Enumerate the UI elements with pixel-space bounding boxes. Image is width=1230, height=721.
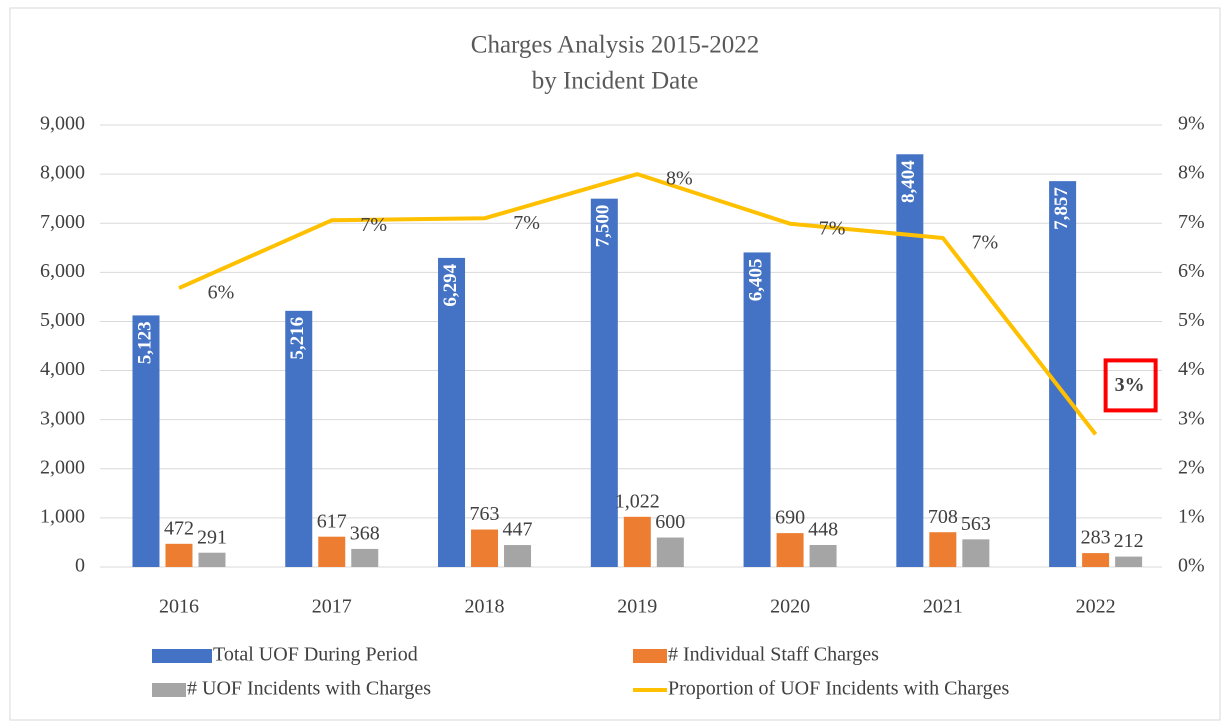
x-tick-label: 2020 xyxy=(770,596,810,618)
line-value-label: 7% xyxy=(819,217,846,239)
bar xyxy=(132,315,160,567)
chart-subtitle: by Incident Date xyxy=(532,68,699,95)
y-tick-label: 8,000 xyxy=(40,162,85,184)
legend-swatch xyxy=(633,649,667,663)
legend-label: Proportion of UOF Incidents with Charges xyxy=(668,678,1009,700)
y-tick-label: 6,000 xyxy=(40,260,85,282)
bar-value-label: 690 xyxy=(775,507,805,529)
line-value-label: 7% xyxy=(360,214,387,236)
line-value-label: 7% xyxy=(972,232,999,254)
line-value-label: 7% xyxy=(513,212,540,234)
bar-value-label: 5,123 xyxy=(134,321,155,364)
bar-value-label: 708 xyxy=(928,506,958,528)
y2-tick-label: 2% xyxy=(1178,456,1205,478)
bar xyxy=(743,252,771,567)
bar xyxy=(1049,181,1077,567)
bar-value-label: 447 xyxy=(503,519,533,541)
bar xyxy=(623,516,651,567)
y2-tick-label: 8% xyxy=(1178,162,1205,184)
y-tick-label: 2,000 xyxy=(40,456,85,478)
legend-label: Total UOF During Period xyxy=(213,644,418,666)
bar xyxy=(929,532,957,567)
bar xyxy=(896,154,924,568)
y-tick-label: 9,000 xyxy=(40,113,85,135)
y-tick-label: 1,000 xyxy=(40,505,85,527)
bar-value-label: 283 xyxy=(1081,527,1111,549)
y2-tick-label: 9% xyxy=(1178,113,1205,135)
x-tick-label: 2018 xyxy=(465,596,505,618)
y2-tick-label: 5% xyxy=(1178,309,1205,331)
line-value-label: 3% xyxy=(1115,374,1145,396)
bar-value-label: 472 xyxy=(164,517,194,539)
y-tick-label: 7,000 xyxy=(40,211,85,233)
bar xyxy=(1082,553,1110,567)
x-tick-label: 2017 xyxy=(312,596,352,618)
legend-swatch xyxy=(152,649,212,663)
y-tick-label: 5,000 xyxy=(40,309,85,331)
y2-tick-label: 3% xyxy=(1178,407,1205,429)
legend-label: # Individual Staff Charges xyxy=(668,644,879,666)
x-tick-label: 2021 xyxy=(923,596,963,618)
y-tick-label: 4,000 xyxy=(40,358,85,380)
y2-tick-label: 4% xyxy=(1178,358,1205,380)
bar xyxy=(809,544,837,567)
bar xyxy=(165,543,193,567)
bar xyxy=(318,536,346,567)
x-tick-label: 2019 xyxy=(617,596,657,618)
bar xyxy=(198,552,226,567)
bar-value-label: 368 xyxy=(350,523,380,545)
bar-value-label: 6,405 xyxy=(745,258,766,301)
bar-value-label: 7,857 xyxy=(1051,187,1072,230)
bar-value-label: 5,216 xyxy=(287,317,308,360)
line-value-label: 8% xyxy=(666,168,693,190)
y2-tick-label: 6% xyxy=(1178,260,1205,282)
bar-value-label: 8,404 xyxy=(898,160,919,203)
y-tick-label: 0 xyxy=(75,555,85,577)
legend-label: # UOF Incidents with Charges xyxy=(187,678,431,700)
y2-tick-label: 1% xyxy=(1178,505,1205,527)
bar xyxy=(656,537,684,567)
bar xyxy=(776,533,804,567)
line-series xyxy=(178,172,1098,436)
bar xyxy=(285,310,313,567)
bar-value-label: 1,022 xyxy=(615,490,660,512)
bar-value-label: 7,500 xyxy=(593,205,614,248)
bar-value-label: 617 xyxy=(317,510,347,532)
legend-swatch xyxy=(152,683,186,697)
bar xyxy=(1115,556,1143,567)
x-tick-label: 2016 xyxy=(159,596,199,618)
bar xyxy=(504,545,532,567)
bar-value-label: 563 xyxy=(961,513,991,535)
x-tick-label: 2022 xyxy=(1076,596,1116,618)
bar xyxy=(351,548,379,567)
y-tick-label: 3,000 xyxy=(40,407,85,429)
bar-value-label: 763 xyxy=(470,503,500,525)
y2-tick-label: 0% xyxy=(1178,555,1205,577)
bar-value-label: 6,294 xyxy=(440,263,461,306)
bar xyxy=(471,529,499,567)
bar-value-label: 600 xyxy=(655,511,685,533)
highlight-box xyxy=(1103,358,1158,413)
bar-value-label: 448 xyxy=(808,519,838,541)
bar-value-label: 291 xyxy=(197,526,227,548)
chart-title: Charges Analysis 2015-2022 xyxy=(471,32,759,59)
y2-tick-label: 7% xyxy=(1178,211,1205,233)
bar xyxy=(438,257,466,567)
line-value-label: 6% xyxy=(208,282,235,304)
bar xyxy=(590,198,618,567)
bar-value-label: 212 xyxy=(1114,530,1144,552)
bar xyxy=(962,539,990,567)
